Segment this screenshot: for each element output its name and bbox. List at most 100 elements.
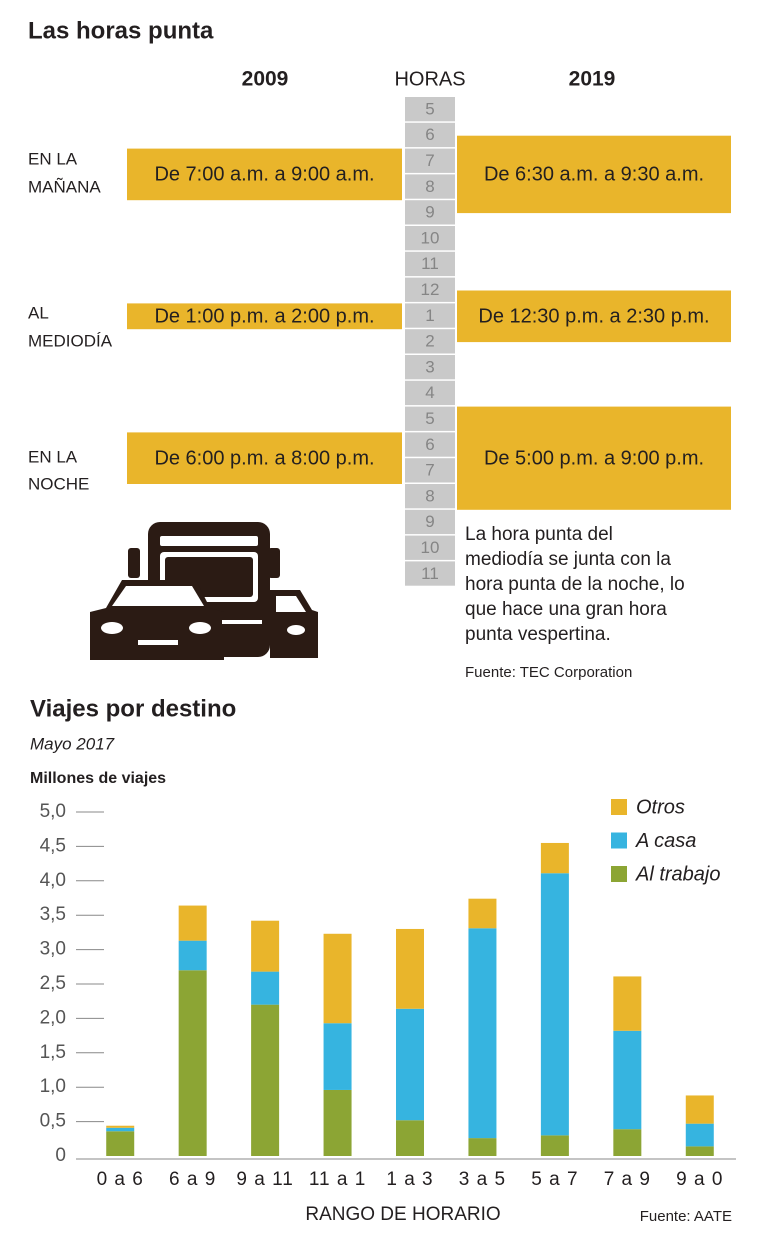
bar-segment — [613, 976, 642, 1031]
bar-segment — [468, 1138, 497, 1156]
rush-bar — [127, 432, 402, 484]
rush-range: De 1:00 p.m. a 2:00 p.m. — [154, 306, 374, 328]
hour-label: 11 — [421, 254, 439, 273]
note-line: punta vespertina. — [465, 624, 611, 645]
x-tick-label: 3 a 5 — [459, 1169, 506, 1190]
bar-segment — [178, 940, 207, 971]
bar-segment — [323, 1023, 352, 1090]
x-tick-label: 5 a 7 — [531, 1169, 578, 1190]
hour-box — [405, 200, 455, 225]
bar-segment — [251, 1004, 280, 1156]
hour-box — [405, 355, 455, 380]
legend-label: Al trabajo — [635, 863, 721, 885]
hour-box — [405, 329, 455, 354]
x-axis-title: RANGO DE HORARIO — [305, 1204, 500, 1225]
hour-box — [405, 380, 455, 406]
bar-segment — [613, 1030, 642, 1130]
column-header: 2009 — [242, 68, 289, 91]
rush-range: De 5:00 p.m. a 9:00 p.m. — [484, 447, 704, 469]
note-line: que hace una gran hora — [465, 599, 667, 620]
hour-box — [405, 122, 455, 148]
x-tick-label: 6 a 9 — [169, 1169, 216, 1190]
note-line: mediodía se junta con la — [465, 549, 671, 570]
bar-segment — [685, 1095, 714, 1124]
hour-label: 6 — [425, 125, 434, 144]
y-tick-label: 4,5 — [40, 835, 66, 856]
y-tick-label: 3,0 — [40, 939, 66, 960]
bar-segment — [468, 898, 497, 929]
hour-label: 9 — [425, 203, 434, 222]
bar-segment — [178, 905, 207, 941]
y-tick-label: 1,5 — [40, 1042, 66, 1063]
hour-label: 1 — [425, 306, 434, 325]
y-tick-label: 4,0 — [40, 870, 66, 891]
hour-label: 10 — [421, 228, 440, 247]
bar-segment — [396, 1008, 424, 1121]
hour-box — [405, 148, 455, 173]
hour-label: 7 — [425, 461, 434, 480]
note-line: hora punta de la noche, lo — [465, 574, 685, 595]
y-tick-label: 0 — [55, 1145, 66, 1166]
rush-bar — [457, 135, 731, 214]
bar-segment — [540, 1135, 569, 1156]
hour-box — [405, 406, 455, 431]
y-tick-label: 2,0 — [40, 1007, 66, 1028]
hour-label: 9 — [425, 512, 434, 531]
hour-label: 12 — [421, 280, 440, 299]
hour-box — [405, 226, 455, 251]
bar-segment — [685, 1123, 714, 1147]
traffic-icon — [90, 522, 318, 660]
hour-box — [405, 458, 455, 483]
column-header: HORAS — [394, 68, 465, 90]
bar-segment — [468, 928, 497, 1139]
rush-range: De 12:30 p.m. a 2:30 p.m. — [478, 306, 709, 328]
bar-segment — [613, 1129, 642, 1156]
source: Fuente: AATE — [640, 1208, 732, 1225]
hour-label: 7 — [425, 151, 434, 170]
bar-segment — [396, 928, 424, 1009]
x-tick-label: 1 a 3 — [386, 1169, 433, 1190]
title: Las horas punta — [28, 17, 214, 44]
y-tick-label: 3,5 — [40, 904, 66, 925]
rush-range: De 7:00 a.m. a 9:00 a.m. — [154, 164, 374, 186]
period-label: EN LA — [28, 447, 78, 466]
period-label: MAÑANA — [28, 177, 101, 196]
bar-segment — [251, 920, 280, 972]
hour-box — [405, 432, 455, 457]
bar-segment — [685, 1146, 714, 1156]
period-label: NOCHE — [28, 474, 89, 493]
x-tick-label: 11 a 1 — [309, 1169, 366, 1190]
hour-box — [405, 509, 455, 535]
hour-box — [405, 535, 455, 560]
hour-label: 11 — [421, 564, 439, 583]
hour-box — [405, 484, 455, 509]
hour-label: 5 — [425, 409, 434, 428]
bar-segment — [178, 970, 207, 1156]
legend-swatch — [611, 866, 627, 882]
rush-range: De 6:30 a.m. a 9:30 a.m. — [484, 164, 704, 186]
bar-segment — [251, 971, 280, 1005]
source: Fuente: TEC Corporation — [465, 664, 632, 681]
y-tick-label: 2,5 — [40, 973, 66, 994]
hour-box — [405, 174, 455, 199]
bar-segment — [396, 1120, 424, 1156]
bar-segment — [540, 842, 569, 874]
hour-label: 3 — [425, 357, 434, 376]
chart-title: Viajes por destino — [30, 695, 236, 722]
hour-box — [405, 561, 455, 586]
hour-box — [405, 97, 455, 122]
legend-swatch — [611, 832, 627, 849]
x-tick-label: 9 a 0 — [676, 1169, 723, 1190]
hour-label: 5 — [425, 99, 434, 118]
hour-box — [405, 303, 455, 328]
legend-label: Otros — [636, 796, 685, 818]
hour-label: 8 — [425, 486, 434, 505]
hour-box — [405, 277, 455, 302]
note-line: La hora punta del — [465, 524, 613, 545]
column-header: 2019 — [569, 68, 616, 91]
hour-label: 6 — [425, 435, 434, 454]
bar-segment — [106, 1127, 135, 1132]
legend-swatch — [611, 799, 627, 815]
period-label: MEDIODÍA — [28, 331, 113, 350]
